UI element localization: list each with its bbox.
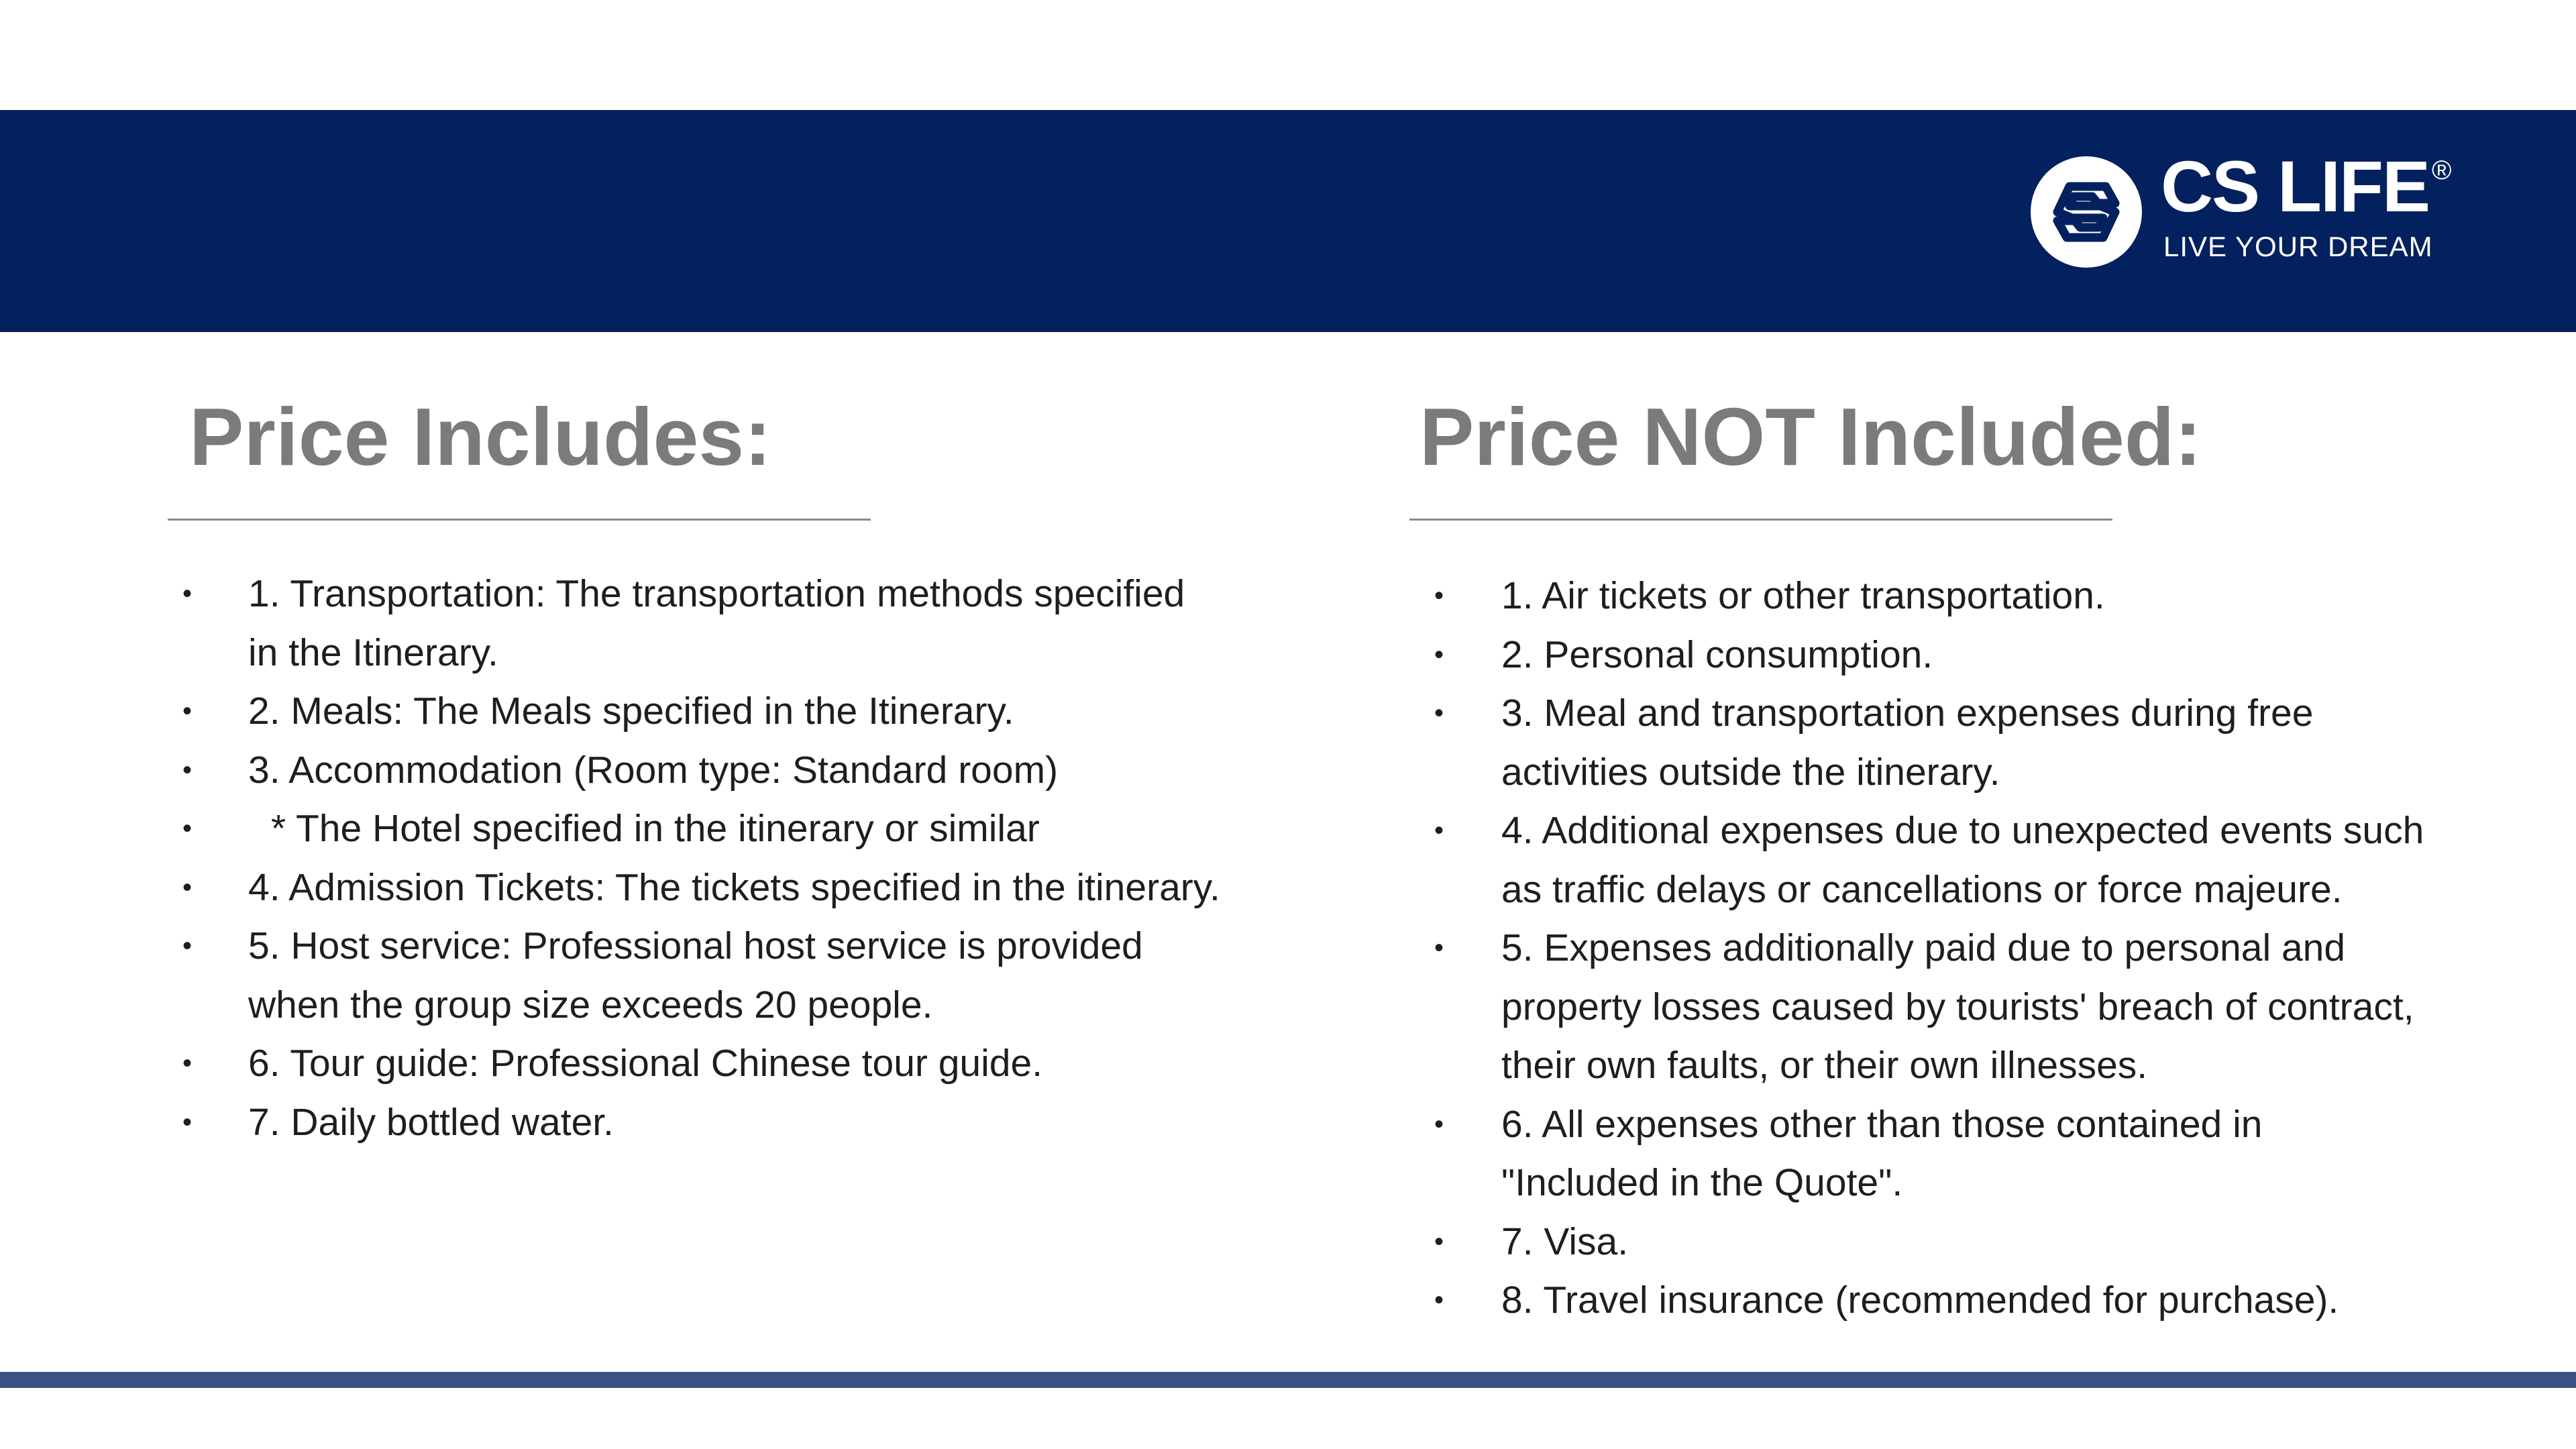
list-item-line: property losses caused by tourists' brea… <box>1501 985 2414 1028</box>
bullet-icon: • <box>182 696 193 726</box>
list-item-line: 8. Travel insurance (recommended for pur… <box>1501 1279 2339 1322</box>
header-band <box>0 110 2576 332</box>
list-item-line: as traffic delays or cancellations or fo… <box>1501 867 2343 911</box>
list-item: • 6. Tour guide: Professional Chinese tou… <box>182 1034 1322 1093</box>
bullet-icon: • <box>1434 816 1444 845</box>
list-item: • 8. Travel insurance (recommended for pu… <box>1434 1271 2548 1330</box>
price-includes-list: • 1. Transportation: The transportation m… <box>182 565 1322 1152</box>
list-item-line: 6. Tour guide: Professional Chinese tour… <box>248 1042 1043 1085</box>
footer-bar <box>0 1372 2576 1388</box>
list-item-line: 2. Meals: The Meals specified in the Iti… <box>248 690 1014 733</box>
list-item: • 4. Admission Tickets: The tickets speci… <box>182 859 1322 918</box>
bullet-icon: • <box>1434 933 1444 963</box>
bullet-icon: • <box>1434 1285 1444 1315</box>
bullet-icon: • <box>182 931 193 961</box>
list-item: • 3. Meal and transportation expenses dur… <box>1434 684 2548 802</box>
list-item-line: 1. Air tickets or other transportation. <box>1501 574 2105 617</box>
list-item-line: 1. Transportation: The transportation me… <box>248 572 1185 615</box>
list-item-line: their own faults, or their own illnesses… <box>1501 1044 2148 1087</box>
list-item: • 3. Accommodation (Room type: Standard r… <box>182 741 1322 800</box>
list-item-line: activities outside the itinerary. <box>1501 750 2000 794</box>
list-item-line: in the Itinerary. <box>248 631 498 674</box>
list-item-line: 5. Expenses additionally paid due to per… <box>1501 926 2346 969</box>
logo-tagline: LIVE YOUR DREAM <box>2163 231 2433 262</box>
excludes-divider <box>1409 519 2112 521</box>
logo-name: CS LIFE <box>2161 146 2430 227</box>
bullet-icon: • <box>1434 1226 1444 1256</box>
bullet-icon: • <box>182 1107 193 1137</box>
includes-divider <box>168 519 871 521</box>
list-item: • 7. Visa. <box>1434 1213 2548 1272</box>
list-item: • 2. Meals: The Meals specified in the It… <box>182 682 1322 741</box>
list-item-line: * The Hotel specified in the itinerary o… <box>271 807 1040 850</box>
bullet-icon: • <box>1434 1109 1444 1139</box>
list-item: • 5. Expenses additionally paid due to pe… <box>1434 919 2548 1095</box>
list-item-line: 7. Daily bottled water. <box>248 1100 614 1144</box>
logo-emblem-icon <box>2031 156 2142 268</box>
list-item: • 2. Personal consumption. <box>1434 626 2548 685</box>
list-item-line: 3. Meal and transportation expenses duri… <box>1501 692 2314 735</box>
bullet-icon: • <box>182 1049 193 1078</box>
registered-mark: ® <box>2432 156 2452 185</box>
list-item-line: "Included in the Quote". <box>1501 1161 1903 1204</box>
list-item-line: 5. Host service: Professional host servi… <box>248 924 1143 967</box>
bullet-icon: • <box>1434 581 1444 610</box>
list-item-line: when the group size exceeds 20 people. <box>248 983 933 1026</box>
list-item-line: 7. Visa. <box>1501 1220 1629 1263</box>
price-includes-heading: Price Includes: <box>189 391 771 482</box>
bullet-icon: • <box>182 755 193 785</box>
cs-life-logo: CS LIFE ® LIVE YOUR DREAM <box>2029 150 2499 275</box>
list-item-line: 2. Personal consumption. <box>1501 633 1933 676</box>
list-item-line: 3. Accommodation (Room type: Standard ro… <box>248 748 1059 792</box>
list-item: • 5. Host service: Professional host serv… <box>182 917 1322 1034</box>
bullet-icon: • <box>182 579 193 608</box>
price-not-included-heading: Price NOT Included: <box>1419 391 2202 482</box>
list-item: • 1. Air tickets or other transportation. <box>1434 567 2548 626</box>
list-item-line: 4. Admission Tickets: The tickets specif… <box>248 865 1220 909</box>
list-item: • 4. Additional expenses due to unexpecte… <box>1434 802 2548 919</box>
price-not-included-list: • 1. Air tickets or other transportation.… <box>1434 567 2548 1330</box>
list-item: • 6. All expenses other than those contai… <box>1434 1095 2548 1213</box>
list-item: • 1. Transportation: The transportation m… <box>182 565 1322 682</box>
list-item-line: 6. All expenses other than those contain… <box>1501 1102 2263 1146</box>
list-item-line: 4. Additional expenses due to unexpected… <box>1501 809 2424 852</box>
bullet-icon: • <box>182 872 193 902</box>
bullet-icon: • <box>1434 639 1444 669</box>
bullet-icon: • <box>182 814 193 843</box>
bullet-icon: • <box>1434 698 1444 728</box>
list-item: • 7. Daily bottled water. <box>182 1093 1322 1152</box>
list-item: • * The Hotel specified in the itinerary … <box>182 800 1322 859</box>
